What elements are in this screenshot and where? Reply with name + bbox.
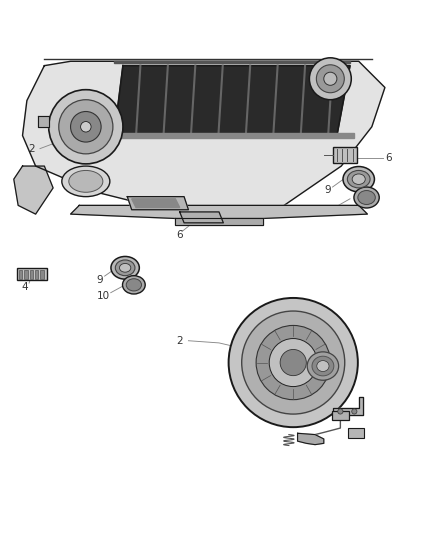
Text: 4: 4 bbox=[21, 282, 28, 293]
Circle shape bbox=[309, 58, 351, 100]
Polygon shape bbox=[127, 197, 188, 210]
Ellipse shape bbox=[126, 279, 141, 291]
Polygon shape bbox=[38, 116, 49, 127]
FancyBboxPatch shape bbox=[332, 410, 349, 420]
Circle shape bbox=[280, 350, 306, 376]
Ellipse shape bbox=[111, 256, 139, 279]
Text: 2: 2 bbox=[28, 143, 35, 154]
FancyBboxPatch shape bbox=[29, 270, 33, 279]
Circle shape bbox=[59, 100, 113, 154]
Ellipse shape bbox=[317, 361, 329, 372]
Text: 6: 6 bbox=[385, 153, 392, 163]
Polygon shape bbox=[71, 205, 367, 219]
Ellipse shape bbox=[352, 174, 365, 184]
FancyBboxPatch shape bbox=[35, 270, 39, 279]
FancyBboxPatch shape bbox=[18, 270, 22, 279]
Circle shape bbox=[229, 298, 358, 427]
Polygon shape bbox=[180, 212, 223, 223]
Polygon shape bbox=[114, 66, 350, 135]
Ellipse shape bbox=[120, 263, 131, 272]
Ellipse shape bbox=[123, 276, 145, 294]
Circle shape bbox=[316, 65, 344, 93]
Text: 9: 9 bbox=[96, 274, 102, 285]
FancyBboxPatch shape bbox=[17, 268, 47, 280]
Circle shape bbox=[338, 409, 343, 414]
Text: 6: 6 bbox=[177, 230, 183, 240]
Ellipse shape bbox=[69, 171, 103, 192]
Ellipse shape bbox=[307, 352, 339, 380]
Polygon shape bbox=[297, 433, 324, 445]
Circle shape bbox=[242, 311, 345, 414]
FancyBboxPatch shape bbox=[40, 270, 44, 279]
Ellipse shape bbox=[347, 171, 370, 188]
Circle shape bbox=[71, 111, 101, 142]
Circle shape bbox=[324, 72, 337, 85]
Circle shape bbox=[49, 90, 123, 164]
Circle shape bbox=[81, 122, 91, 132]
Ellipse shape bbox=[343, 166, 374, 192]
Circle shape bbox=[352, 409, 357, 414]
Polygon shape bbox=[114, 61, 350, 63]
Text: 10: 10 bbox=[325, 205, 338, 215]
Polygon shape bbox=[333, 398, 363, 415]
Ellipse shape bbox=[115, 260, 135, 276]
Circle shape bbox=[256, 326, 330, 400]
Polygon shape bbox=[22, 61, 385, 214]
Polygon shape bbox=[14, 166, 53, 214]
Text: 9: 9 bbox=[324, 185, 331, 195]
Ellipse shape bbox=[62, 166, 110, 197]
Polygon shape bbox=[119, 133, 354, 138]
FancyBboxPatch shape bbox=[24, 270, 28, 279]
Ellipse shape bbox=[354, 187, 379, 208]
FancyBboxPatch shape bbox=[348, 428, 364, 438]
Text: 2: 2 bbox=[177, 336, 183, 346]
Circle shape bbox=[269, 338, 317, 386]
Polygon shape bbox=[175, 219, 263, 225]
FancyBboxPatch shape bbox=[332, 147, 357, 164]
Ellipse shape bbox=[358, 190, 375, 205]
Ellipse shape bbox=[312, 356, 334, 376]
Text: 10: 10 bbox=[97, 291, 110, 301]
Polygon shape bbox=[132, 199, 180, 207]
